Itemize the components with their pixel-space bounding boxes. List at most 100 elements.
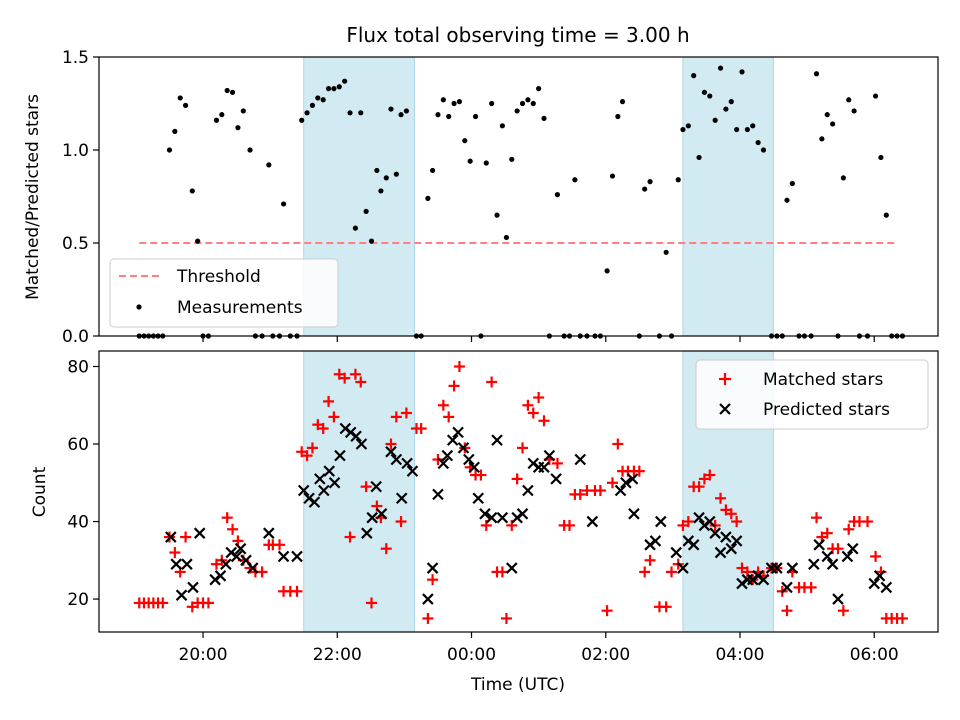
matched-star-point [811, 512, 823, 524]
predicted-star-point [446, 434, 459, 446]
measurement-point [446, 113, 452, 120]
measurement-point [609, 173, 616, 179]
measurement-point [784, 197, 790, 203]
matched-star-point [221, 512, 233, 524]
matched-star-point [157, 597, 169, 609]
predicted-star-point [543, 449, 556, 462]
predicted-star-point [626, 473, 639, 485]
x-tick-label: 20:00 [179, 645, 228, 665]
matched-star-point [704, 469, 716, 481]
predicted-star-point [193, 527, 206, 539]
measurement-point [451, 100, 457, 107]
predicted-star-point [720, 531, 732, 543]
predicted-star-point [725, 542, 738, 555]
measurement-point [813, 71, 820, 77]
measurement-point [425, 195, 431, 201]
measurement-point [315, 95, 321, 101]
predicted-star-point [246, 562, 259, 574]
matched-star-point [522, 399, 534, 411]
measurement-point [383, 175, 389, 181]
matched-star-point [475, 469, 487, 481]
measurement-point [750, 123, 756, 129]
matched-stars-series [133, 361, 908, 624]
x-tick-label: 06:00 [850, 645, 899, 665]
matched-star-point [344, 531, 356, 543]
observing-window-band [303, 350, 415, 633]
predicted-star-point [314, 473, 326, 485]
matched-legend-swatch [719, 373, 731, 385]
matched-star-point [896, 612, 908, 624]
predicted-star-point [841, 550, 854, 563]
predicted-star-point [291, 550, 303, 563]
measurement-point [691, 73, 697, 79]
predicted-star-point [485, 511, 498, 524]
predicted-star-point [328, 477, 341, 489]
measurement-point [247, 147, 253, 153]
ratio-x-axis [202, 336, 875, 342]
measurement-point [280, 201, 287, 207]
measurement-point [299, 117, 305, 123]
measurement-point [846, 97, 852, 103]
measurement-point [435, 112, 441, 118]
matched-star-point [644, 554, 656, 566]
predicted-star-point [441, 449, 454, 462]
matched-star-point [422, 612, 434, 624]
observing-window-band [682, 56, 775, 337]
measurement-point [851, 108, 857, 114]
matched-star-point [339, 372, 351, 384]
measurement-point [403, 108, 410, 114]
predicted-star-point [516, 508, 529, 520]
predicted-star-point [506, 562, 518, 574]
measurement-point [701, 89, 708, 95]
y-tick-label: 40 [67, 513, 89, 533]
measurement-point [619, 99, 626, 105]
measurement-point [819, 136, 825, 142]
measurement-point [489, 100, 495, 107]
predicted-star-point [390, 453, 403, 466]
counts-y-label: Count [30, 466, 50, 517]
matched-star-point [693, 481, 705, 493]
measurement-point [878, 154, 884, 161]
matched-star-point [443, 411, 455, 423]
measurement-point [830, 121, 836, 127]
matched-star-point [496, 566, 508, 578]
ratio-y-axis: 0.0 0.5 1.0 1.5 [62, 48, 99, 347]
matched-star-point [323, 395, 335, 407]
predicted-star-point [334, 449, 346, 462]
measurement-point [219, 112, 225, 118]
matched-star-point [349, 368, 361, 380]
measurement-point [177, 95, 183, 101]
counts-x-axis: 20:00 22:00 00:00 02:00 04:00 06:00 [179, 632, 899, 665]
measurement-point [499, 123, 505, 129]
predicted-star-point [709, 527, 721, 539]
matched-star-point [169, 547, 181, 559]
predicted-star-point [538, 461, 550, 474]
measurement-point [266, 162, 272, 168]
predicted-star-point [422, 593, 434, 605]
predicted-star-point [730, 535, 743, 547]
matched-star-point [448, 380, 460, 392]
counts-y-axis: 20 40 60 80 [67, 358, 99, 610]
predicted-star-point [472, 492, 485, 505]
measurement-point [213, 117, 220, 123]
counts-legend-box [695, 359, 929, 430]
measurement-point [374, 167, 380, 174]
matched-star-point [731, 516, 743, 528]
predicted-star-point [297, 484, 310, 497]
measurement-point [604, 268, 610, 274]
predicted-stars-series [165, 422, 893, 605]
matched-star-point [355, 376, 367, 388]
measurement-point [388, 106, 394, 112]
measurement-point [760, 147, 767, 153]
measurement-point [840, 175, 846, 181]
counts-plot-frame [98, 350, 939, 633]
predicted-star-point [655, 515, 667, 528]
matched-star-point [202, 597, 214, 609]
measurement-point [572, 177, 578, 183]
predicted-star-point [323, 465, 335, 477]
predicted-star-point [880, 581, 893, 594]
measurement-point [195, 238, 201, 244]
matched-star-point [594, 485, 606, 497]
measurement-point [182, 102, 189, 108]
matched-star-point [256, 566, 268, 578]
